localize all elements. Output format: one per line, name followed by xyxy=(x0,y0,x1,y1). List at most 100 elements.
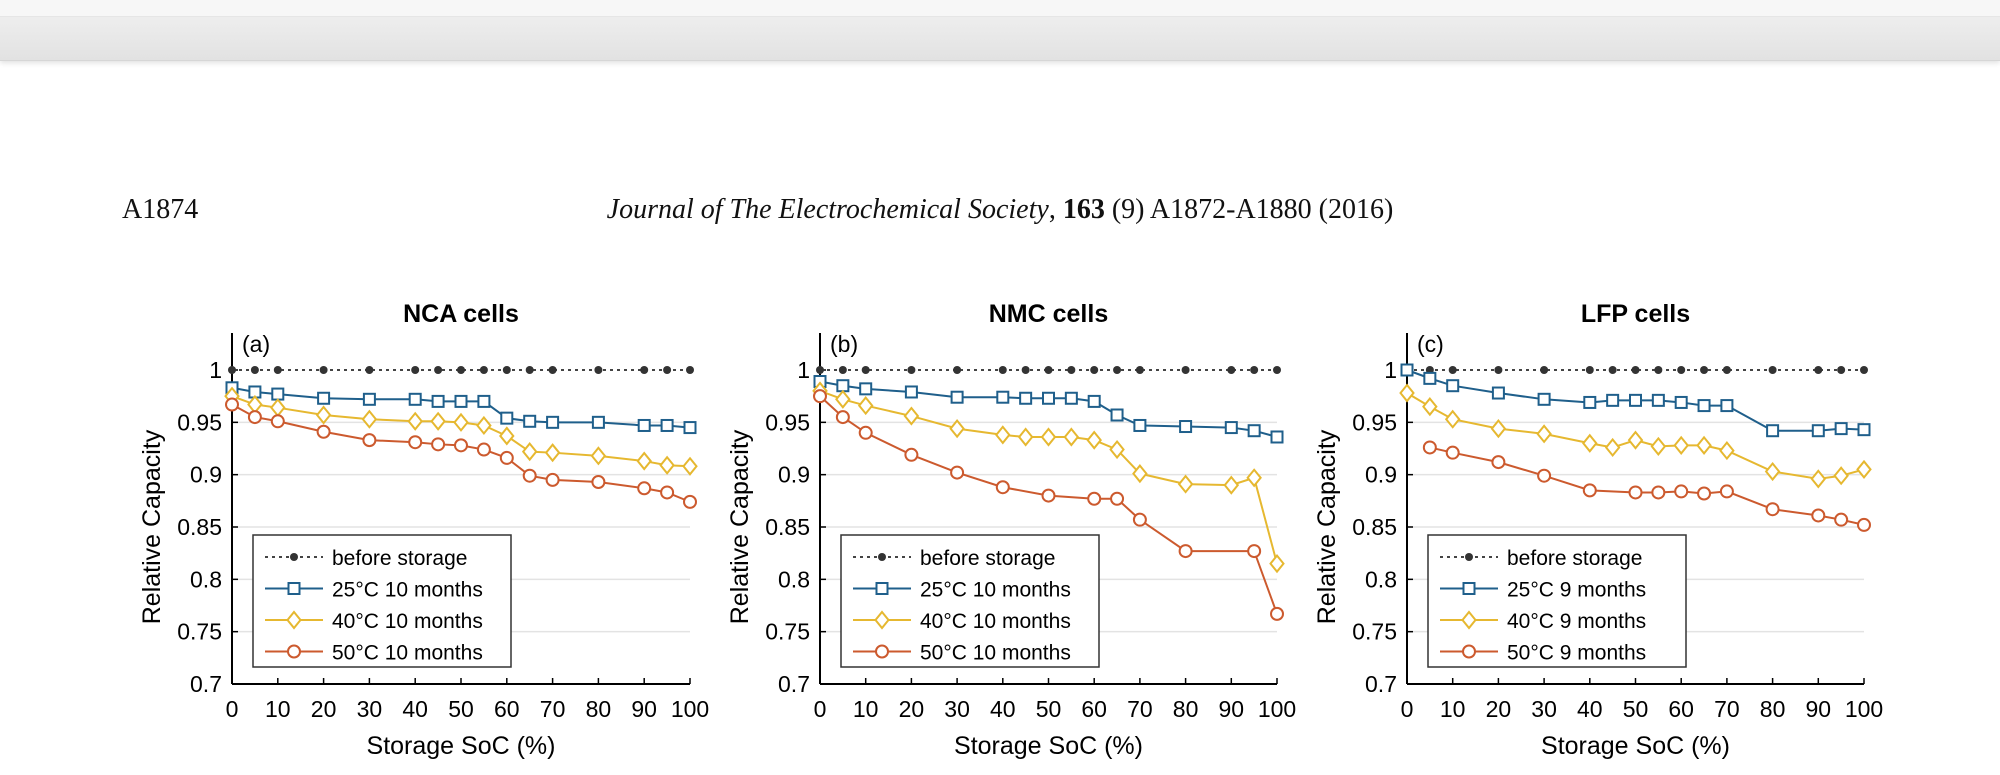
data-point xyxy=(1422,440,1437,455)
data-point xyxy=(1269,554,1285,574)
y-tick-label: 0.85 xyxy=(765,514,810,540)
data-point xyxy=(1673,435,1689,455)
series-dot xyxy=(816,366,1281,374)
legend: before storage 25°C 10 months 40°C 10 mont… xyxy=(840,534,1100,668)
x-tick-label: 30 xyxy=(1531,696,1557,722)
data-point xyxy=(271,387,285,401)
data-point xyxy=(1697,486,1712,501)
data-point xyxy=(857,396,874,416)
y-tick-label: 0.8 xyxy=(1365,566,1397,592)
data-point xyxy=(408,392,422,406)
data-point xyxy=(1445,445,1460,460)
panel-label: (b) xyxy=(830,331,858,357)
data-point xyxy=(640,366,649,374)
data-point xyxy=(545,472,560,487)
legend: before storage 25°C 9 months 40°C 9 months… xyxy=(1427,534,1687,668)
data-point xyxy=(407,411,423,431)
series-line xyxy=(819,389,1278,564)
data-point xyxy=(591,415,605,429)
legend-marker xyxy=(286,610,302,630)
data-point xyxy=(904,447,919,462)
y-tick-label: 0.95 xyxy=(765,409,810,435)
legend-entry: 40°C 10 months xyxy=(332,610,483,633)
x-tick-label: 60 xyxy=(494,696,520,722)
data-point xyxy=(476,442,491,457)
series-circle xyxy=(225,397,697,509)
data-point xyxy=(1423,371,1437,385)
x-tick-label: 80 xyxy=(586,696,612,722)
data-point xyxy=(361,409,378,429)
data-point xyxy=(434,366,443,374)
data-point xyxy=(1178,544,1193,559)
y-tick-label: 0.85 xyxy=(177,514,222,540)
legend: before storage 25°C 10 months 40°C 10 mont… xyxy=(252,534,512,668)
chart-panel-nca: 0 10 20 30 40 50 60 70 80 90 100 0.7 0.75 0.8 0.85 0.9 0… xyxy=(138,300,709,760)
data-point xyxy=(548,366,557,374)
series-line xyxy=(231,403,691,503)
legend-entry: before storage xyxy=(332,547,467,570)
data-point xyxy=(1247,424,1261,438)
x-tick-label: 0 xyxy=(814,696,827,722)
data-point xyxy=(431,394,445,408)
series-square xyxy=(225,381,697,435)
data-point xyxy=(546,415,560,429)
y-tick-label: 0.7 xyxy=(778,671,810,697)
series-line xyxy=(819,380,1278,438)
data-point xyxy=(1491,455,1506,470)
data-point xyxy=(1628,485,1643,500)
series-line xyxy=(1406,392,1865,480)
data-point xyxy=(273,366,282,374)
data-point xyxy=(1132,464,1148,484)
data-point xyxy=(1608,366,1617,374)
x-tick-label: 70 xyxy=(540,696,566,722)
legend-marker xyxy=(290,553,298,561)
x-tick-label: 20 xyxy=(311,696,337,722)
series-diamond xyxy=(812,381,1285,574)
journal-citation: Journal of The Electrochemical Society, … xyxy=(0,194,2000,226)
data-point xyxy=(1448,366,1457,374)
data-point xyxy=(479,366,488,374)
data-point xyxy=(1860,366,1868,374)
x-tick-label: 0 xyxy=(1401,696,1414,722)
data-point xyxy=(591,474,606,489)
series-line xyxy=(231,395,691,468)
citation-separator: , xyxy=(1048,194,1063,225)
data-point xyxy=(1585,366,1594,374)
series-circle xyxy=(813,389,1284,621)
data-point xyxy=(1399,383,1415,403)
legend-marker xyxy=(287,582,301,595)
data-point xyxy=(1273,366,1281,374)
data-point xyxy=(996,390,1010,404)
data-point xyxy=(1400,363,1414,377)
data-point xyxy=(454,438,468,453)
data-point xyxy=(1135,366,1144,374)
legend-entry: 50°C 10 months xyxy=(920,642,1071,665)
x-axis-label: Storage SoC (%) xyxy=(1541,732,1730,760)
data-point xyxy=(1719,484,1734,499)
data-point xyxy=(1537,468,1552,483)
data-point xyxy=(637,418,651,432)
data-point xyxy=(1651,485,1666,500)
data-point xyxy=(1811,508,1826,523)
x-tick-label: 40 xyxy=(1577,696,1603,722)
data-point xyxy=(1814,366,1823,374)
data-point xyxy=(1764,461,1781,482)
y-axis-label: Relative Capacity xyxy=(726,429,754,624)
y-tick-label: 0.75 xyxy=(765,619,810,645)
data-point xyxy=(1857,423,1871,437)
data-point xyxy=(590,446,607,466)
viewer-tab-strip xyxy=(0,0,2000,17)
data-point xyxy=(995,425,1011,445)
chart-panel-nmc: 0 10 20 30 40 50 60 70 80 90 100 0.7 0.75 0.8 0.85 0.9 0… xyxy=(726,300,1296,760)
data-point xyxy=(1811,424,1825,438)
data-point xyxy=(1041,488,1056,503)
x-tick-label: 100 xyxy=(671,696,709,722)
data-point xyxy=(683,494,697,509)
legend-marker xyxy=(1465,553,1473,561)
series-diamond xyxy=(224,386,698,476)
data-point xyxy=(1090,366,1099,374)
data-point xyxy=(1021,366,1030,374)
data-point xyxy=(686,366,694,374)
legend-marker xyxy=(1461,610,1477,630)
y-tick-label: 0.75 xyxy=(1352,619,1397,645)
